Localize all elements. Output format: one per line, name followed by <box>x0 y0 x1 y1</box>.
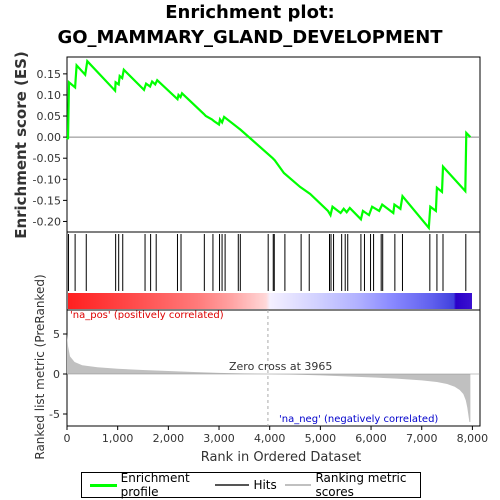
x-tick-label: 4,000 <box>254 432 286 445</box>
x-tick-label: 3,000 <box>203 432 235 445</box>
zero-cross-label: Zero cross at 3965 <box>229 360 332 373</box>
enrichment-profile-line <box>66 58 472 231</box>
es-y-tick-label: 0.10 <box>37 89 62 102</box>
legend-hits-swatch <box>215 484 250 486</box>
legend-ranking-label: Ranking metric scores <box>315 471 407 499</box>
rank-y-tick-label: 5 <box>53 328 60 341</box>
legend-enrichment-label: Enrichment profile <box>120 471 190 499</box>
x-tick-label: 6,000 <box>355 432 387 445</box>
es-y-tick-label: 0.00 <box>37 131 62 144</box>
x-tick-label: 7,000 <box>406 432 438 445</box>
es-y-tick-label: 0.05 <box>37 110 62 123</box>
rank-heatmap-bar <box>68 293 472 309</box>
es-y-tick-label: -0.05 <box>33 152 61 165</box>
rank-y-ticks: 5 0 -5 <box>49 328 67 421</box>
hit-marks <box>68 234 467 291</box>
rank-y-axis-label: Ranked list metric (PreRanked) <box>33 274 47 459</box>
es-y-tick-label: 0.15 <box>37 68 62 81</box>
legend-enrichment-swatch <box>90 483 117 487</box>
chart-title-line1: Enrichment plot: <box>165 2 335 23</box>
x-tick-label: 0 <box>64 432 71 445</box>
enrichment-panel-frame <box>66 56 481 233</box>
x-tick-label: 5,000 <box>305 432 337 445</box>
x-axis-label: Rank in Ordered Dataset <box>201 450 362 465</box>
legend-hits-label: Hits <box>253 478 277 492</box>
legend-enrichment: Enrichment profile <box>90 471 207 499</box>
x-tick-label: 2,000 <box>153 432 185 445</box>
rank-y-tick-label: -5 <box>49 408 60 421</box>
rank-y-tick-label: 0 <box>53 368 60 381</box>
x-ticks: 0 1,000 2,000 3,000 4,000 5,000 6,000 7,000 8,00… <box>64 426 489 445</box>
x-tick-label: 8,000 <box>457 432 489 445</box>
legend: Enrichment profile Hits Ranking metric s… <box>81 471 421 499</box>
legend-hits: Hits <box>215 478 277 492</box>
es-y-axis-label: Enrichment score (ES) <box>12 51 30 239</box>
legend-ranking-swatch <box>284 484 312 486</box>
positive-correlation-label: 'na_pos' (positively correlated) <box>70 310 224 321</box>
negative-correlation-label: 'na_neg' (negatively correlated) <box>279 414 438 425</box>
legend-ranking: Ranking metric scores <box>284 471 420 499</box>
es-y-tick-label: -0.10 <box>33 173 61 186</box>
es-y-tick-label: -0.15 <box>33 194 61 207</box>
chart-title-line2: GO_MAMMARY_GLAND_DEVELOPMENT <box>57 27 443 48</box>
es-y-ticks: 0.15 0.10 0.05 0.00 -0.05 -0.10 -0.15 -0.20 <box>33 68 67 228</box>
x-tick-label: 1,000 <box>102 432 134 445</box>
es-y-tick-label: -0.20 <box>33 215 61 228</box>
ranking-metric-area <box>67 334 471 422</box>
